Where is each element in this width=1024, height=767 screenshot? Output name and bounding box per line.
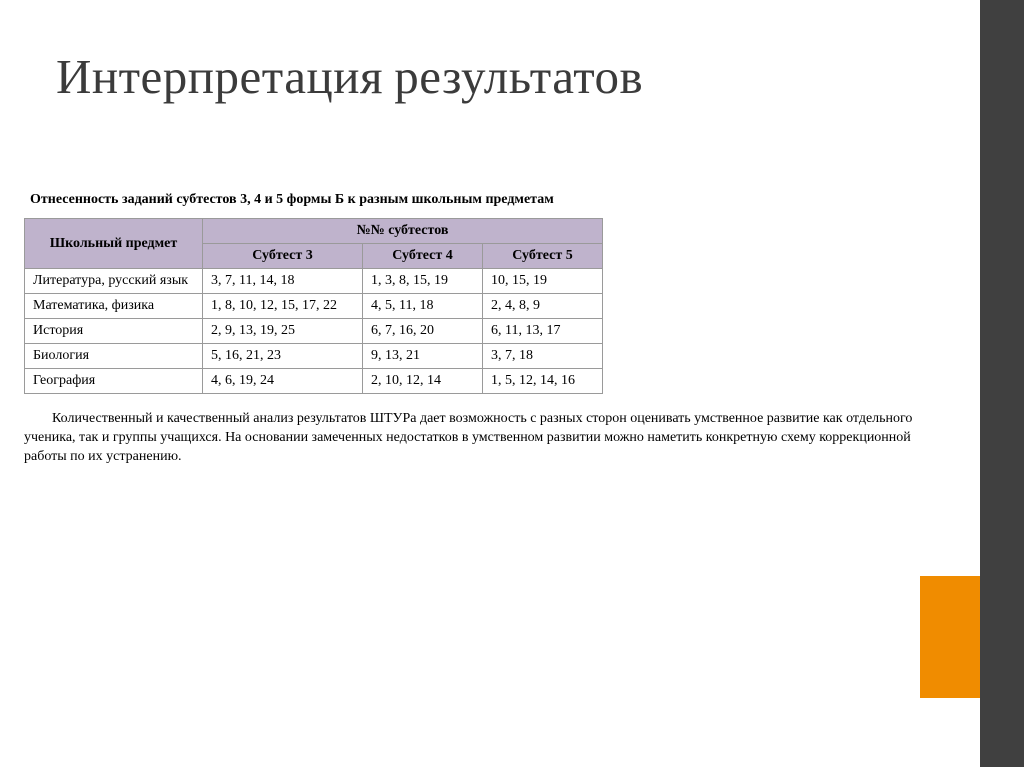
cell-s4: 2, 10, 12, 14 [363,369,483,394]
cell-subject: История [25,319,203,344]
cell-s3: 5, 16, 21, 23 [203,344,363,369]
cell-subject: География [25,369,203,394]
th-sub3: Субтест 3 [203,244,363,269]
right-strip [980,0,1024,767]
cell-s4: 4, 5, 11, 18 [363,294,483,319]
table-row: История 2, 9, 13, 19, 25 6, 7, 16, 20 6,… [25,319,603,344]
accent-block [920,576,980,698]
th-sub4: Субтест 4 [363,244,483,269]
cell-subject: Биология [25,344,203,369]
cell-s5: 10, 15, 19 [483,269,603,294]
cell-s4: 9, 13, 21 [363,344,483,369]
cell-s3: 2, 9, 13, 19, 25 [203,319,363,344]
subjects-table: Школьный предмет №№ субтестов Субтест 3 … [24,218,603,394]
th-sub5: Субтест 5 [483,244,603,269]
table-row: Биология 5, 16, 21, 23 9, 13, 21 3, 7, 1… [25,344,603,369]
cell-s4: 1, 3, 8, 15, 19 [363,269,483,294]
cell-s5: 3, 7, 18 [483,344,603,369]
cell-subject: Математика, физика [25,294,203,319]
slide-body: Интерпретация результатов Отнесенность з… [0,0,980,767]
page-title: Интерпретация результатов [56,48,643,106]
cell-s5: 6, 11, 13, 17 [483,319,603,344]
cell-s4: 6, 7, 16, 20 [363,319,483,344]
th-subject: Школьный предмет [25,219,203,269]
th-subtests-group: №№ субтестов [203,219,603,244]
table-row: География 4, 6, 19, 24 2, 10, 12, 14 1, … [25,369,603,394]
cell-s5: 1, 5, 12, 14, 16 [483,369,603,394]
cell-s3: 1, 8, 10, 12, 15, 17, 22 [203,294,363,319]
table-row: Математика, физика 1, 8, 10, 12, 15, 17,… [25,294,603,319]
cell-s5: 2, 4, 8, 9 [483,294,603,319]
body-paragraph: Количественный и качественный анализ рез… [24,410,954,467]
table-row: Литература, русский язык 3, 7, 11, 14, 1… [25,269,603,294]
content-area: Отнесенность заданий субтестов 3, 4 и 5 … [24,192,944,467]
cell-s3: 3, 7, 11, 14, 18 [203,269,363,294]
cell-subject: Литература, русский язык [25,269,203,294]
table-caption: Отнесенность заданий субтестов 3, 4 и 5 … [30,192,944,208]
cell-s3: 4, 6, 19, 24 [203,369,363,394]
